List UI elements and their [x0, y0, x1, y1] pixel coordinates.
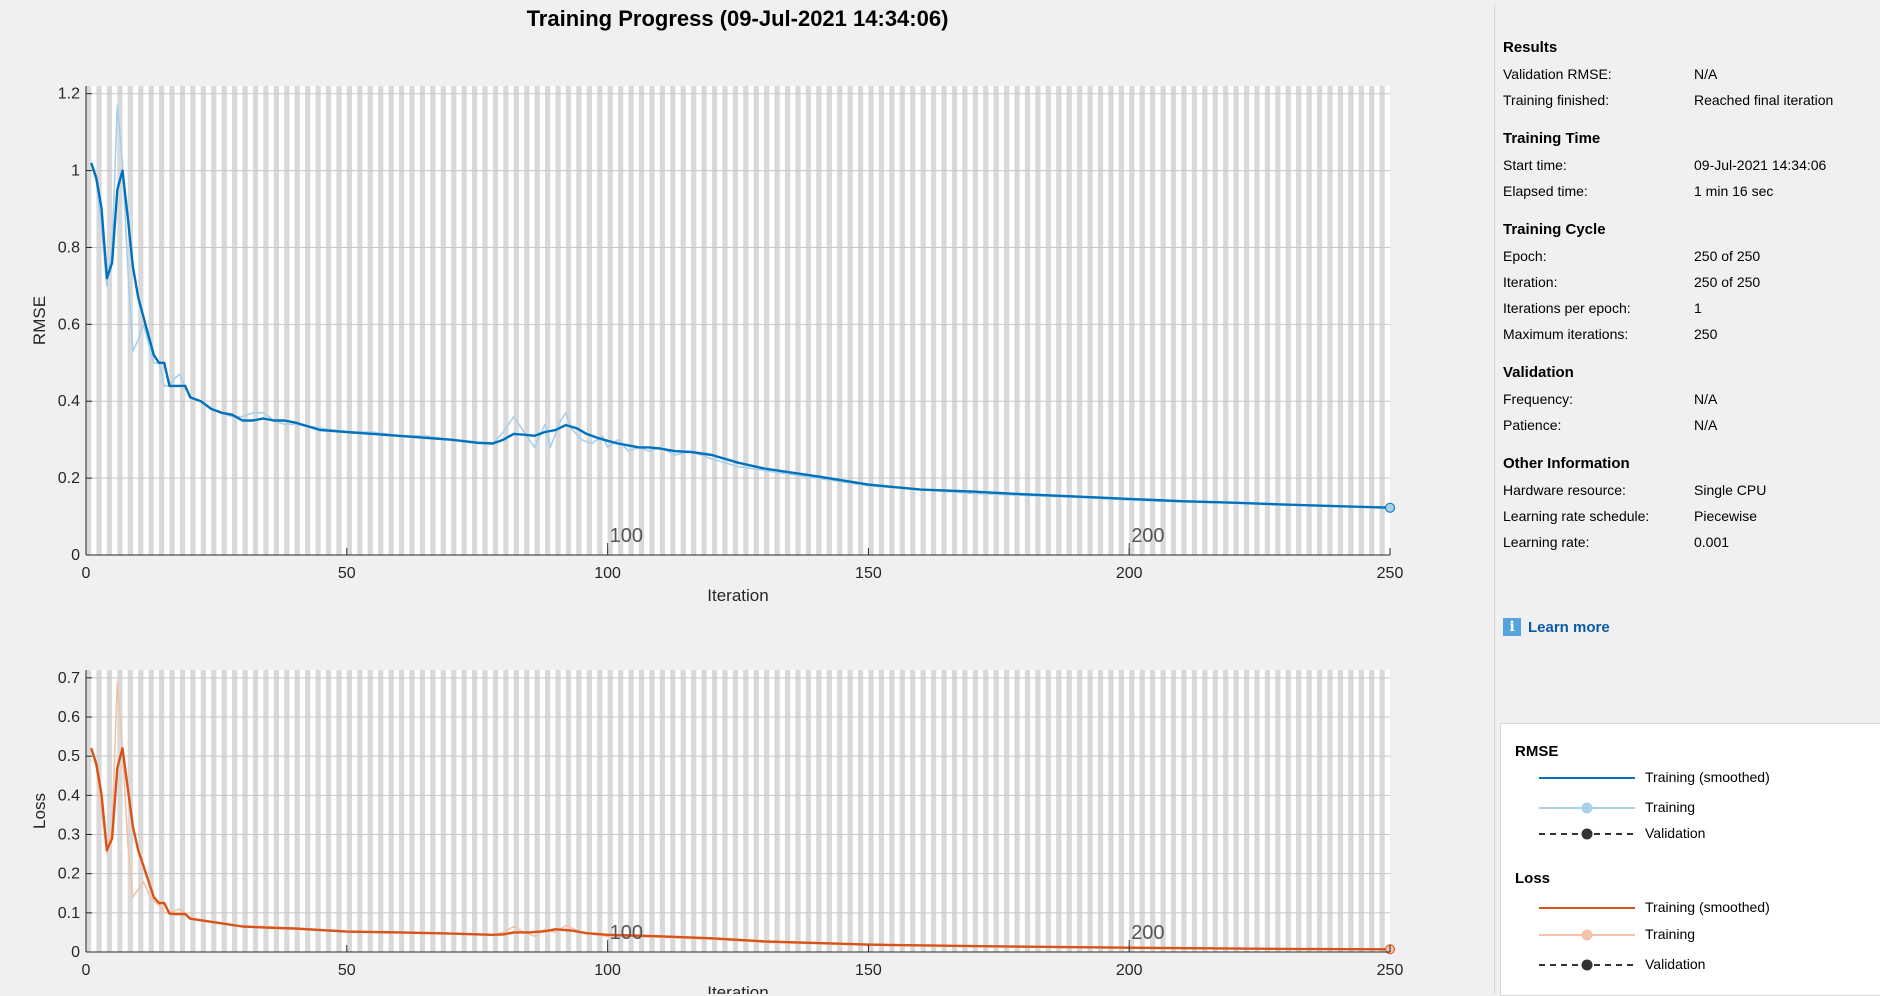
learn-more-text: Learn more [1528, 618, 1610, 636]
patience-label: Patience: [1503, 417, 1562, 433]
validation-rmse-value: N/A [1694, 66, 1718, 82]
rmse-x-tick-label: 150 [855, 565, 882, 582]
frequency-label: Frequency: [1503, 391, 1574, 407]
loss-x-tick-label: 250 [1377, 962, 1404, 979]
elapsed-time-value: 1 min 16 sec [1694, 183, 1774, 199]
rmse-y-axis-label: RMSE [30, 296, 49, 345]
rmse-training-smoothed-line [90, 162, 1391, 509]
loss-x-tick-label: 150 [855, 962, 882, 979]
start-time-value: 09-Jul-2021 14:34:06 [1694, 157, 1827, 173]
info-icon: i [1503, 618, 1521, 636]
rmse-y-tick-label: 1.2 [58, 86, 80, 103]
loss-y-tick-label: 0.5 [58, 748, 80, 765]
loss-y-tick-label: 0.2 [58, 866, 80, 883]
legend-rmse-training-line [1539, 802, 1635, 814]
legend-loss-validation-line [1539, 959, 1635, 971]
legend-loss-training-line [1539, 929, 1635, 941]
iterations-per-epoch-value: 1 [1694, 300, 1702, 316]
patience-value: N/A [1694, 417, 1718, 433]
training-time-section-title: Training Time [1503, 130, 1601, 147]
validation-section-title: Validation [1503, 364, 1574, 381]
rmse-x-tick-label: 100 [594, 565, 621, 582]
loss-y-tick-label: 0.6 [58, 709, 80, 726]
loss-y-tick-label: 0 [71, 944, 80, 961]
iteration-value: 250 of 250 [1694, 274, 1761, 290]
legend-loss-training-label: Training [1645, 926, 1696, 942]
training-cycle-section-title: Training Cycle [1503, 221, 1606, 238]
legend-rmse-smoothed-label: Training (smoothed) [1645, 769, 1770, 785]
learning-rate-value: 0.001 [1694, 534, 1730, 550]
training-finished-label: Training finished: [1503, 92, 1610, 108]
legend-loss-smoothed-label: Training (smoothed) [1645, 899, 1770, 915]
legend-rmse-validation-label: Validation [1645, 825, 1706, 841]
iteration-label: Iteration: [1503, 274, 1558, 290]
rmse-y-tick-label: 0.6 [58, 316, 80, 333]
loss-epoch-stripes [86, 670, 1385, 952]
loss-x-tick-label: 0 [82, 962, 91, 979]
learn-more-link[interactable]: i Learn more [1503, 618, 1610, 636]
rmse-x-tick-label: 200 [1116, 565, 1143, 582]
rmse-y-tick-label: 0 [71, 547, 80, 564]
loss-y-tick-label: 0.4 [58, 787, 80, 804]
loss-x-axis-label: Iteration [707, 983, 768, 994]
maximum-iterations-label: Maximum iterations: [1503, 326, 1629, 342]
loss-y-tick-label: 0.1 [58, 905, 80, 922]
learning-rate-schedule-label: Learning rate schedule: [1503, 508, 1650, 524]
loss-epoch-label: 100 [610, 922, 643, 944]
rmse-x-tick-label: 250 [1377, 565, 1404, 582]
legend-rmse-validation-line [1539, 828, 1635, 840]
loss-x-tick-label: 50 [338, 962, 356, 979]
iterations-per-epoch-label: Iterations per epoch: [1503, 300, 1631, 316]
training-finished-value: Reached final iteration [1694, 92, 1834, 108]
loss-panel: 0 0.1 0.2 0.3 0.4 0.5 0.6 0.7 0 50 100 150 200 250 100… [30, 670, 1403, 994]
legend-rmse-smoothed-line [1539, 777, 1635, 779]
start-time-label: Start time: [1503, 157, 1567, 173]
other-information-section-title: Other Information [1503, 455, 1630, 472]
rmse-epoch-label: 200 [1131, 525, 1164, 547]
validation-rmse-label: Validation RMSE: [1503, 66, 1612, 82]
learning-rate-schedule-value: Piecewise [1694, 508, 1758, 524]
legend-loss-validation-label: Validation [1645, 956, 1706, 972]
legend-loss-smoothed-line [1539, 907, 1635, 909]
rmse-panel: 0 0.2 0.4 0.6 0.8 1 1.2 0 50 100 150 200 250 100 200 It… [30, 86, 1403, 605]
loss-epoch-label: 200 [1131, 922, 1164, 944]
epoch-label: Epoch: [1503, 248, 1547, 264]
rmse-x-axis-label: Iteration [707, 586, 768, 605]
results-section-title: Results [1503, 39, 1558, 56]
elapsed-time-label: Elapsed time: [1503, 183, 1588, 199]
loss-y-tick-label: 0.7 [58, 670, 80, 687]
learning-rate-label: Learning rate: [1503, 534, 1590, 550]
rmse-x-tick-label: 0 [82, 565, 91, 582]
hardware-resource-value: Single CPU [1694, 482, 1767, 498]
rmse-x-tick-label: 50 [338, 565, 356, 582]
rmse-y-tick-label: 0.4 [58, 393, 80, 410]
page-title: Training Progress (09-Jul-2021 14:34:06) [526, 6, 949, 31]
rmse-final-point-marker [1385, 502, 1395, 513]
loss-x-tick-label: 100 [594, 962, 621, 979]
rmse-y-tick-label: 0.8 [58, 239, 80, 256]
loss-y-axis-label: Loss [30, 793, 49, 829]
epoch-value: 250 of 250 [1694, 248, 1761, 264]
maximum-iterations-value: 250 [1694, 326, 1718, 342]
legend-loss-title: Loss [1515, 870, 1551, 887]
loss-training-smoothed-line [90, 747, 1391, 951]
rmse-y-tick-label: 1 [71, 163, 80, 180]
frequency-value: N/A [1694, 391, 1718, 407]
training-plots: 0 0.2 0.4 0.6 0.8 1 1.2 0 50 100 150 200 250 100 200 It… [30, 86, 1403, 994]
legend-rmse-training-label: Training [1645, 799, 1696, 815]
rmse-y-tick-label: 0.2 [58, 470, 80, 487]
rmse-epoch-label: 100 [610, 525, 643, 547]
loss-x-tick-label: 200 [1116, 962, 1143, 979]
legend-rmse-title: RMSE [1515, 743, 1559, 760]
hardware-resource-label: Hardware resource: [1503, 482, 1626, 498]
plot-legend: RMSE Training (smoothed) Training Valida… [1500, 723, 1880, 996]
loss-y-tick-label: 0.3 [58, 827, 80, 844]
